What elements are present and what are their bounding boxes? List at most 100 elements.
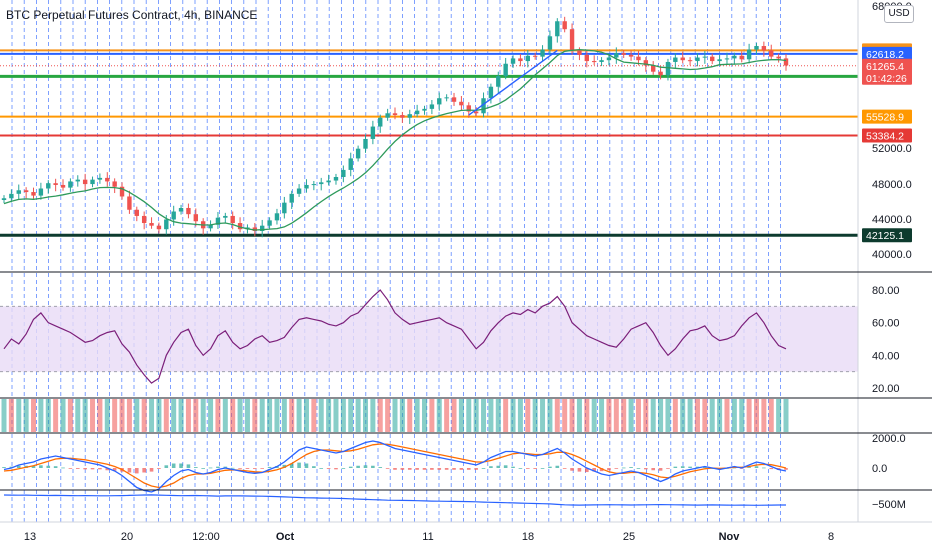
candle[interactable] (783, 58, 789, 66)
candle[interactable] (333, 177, 339, 181)
candle[interactable] (319, 182, 324, 185)
candle[interactable] (532, 55, 538, 57)
candle[interactable] (746, 49, 752, 60)
candle[interactable] (496, 76, 501, 87)
rsi-panel[interactable] (0, 289, 858, 384)
candle[interactable] (112, 181, 117, 187)
candle[interactable] (702, 56, 708, 58)
candle[interactable] (127, 196, 132, 210)
macd-panel[interactable] (2, 440, 788, 493)
currency-button[interactable]: USD (884, 5, 914, 23)
candle[interactable] (90, 179, 95, 185)
candle[interactable] (267, 220, 272, 226)
candle[interactable] (119, 186, 125, 197)
candle[interactable] (311, 184, 317, 186)
candle[interactable] (208, 224, 213, 229)
histogram-panel[interactable] (1, 399, 789, 432)
candle[interactable] (695, 57, 700, 62)
candle[interactable] (459, 101, 464, 106)
candle[interactable] (555, 21, 560, 37)
candle[interactable] (761, 46, 767, 51)
candle[interactable] (223, 215, 228, 218)
candle[interactable] (739, 55, 744, 60)
candle[interactable] (540, 49, 545, 57)
candle[interactable] (665, 61, 671, 76)
candle[interactable] (407, 114, 412, 118)
candle[interactable] (75, 179, 80, 182)
candle[interactable] (444, 97, 449, 99)
candle[interactable] (473, 111, 479, 114)
candle[interactable] (23, 190, 29, 193)
candle[interactable] (481, 98, 486, 114)
price-axis[interactable]: 40000.044000.048000.052000.068000.063008… (0, 0, 932, 523)
candle[interactable] (769, 50, 774, 57)
candle[interactable] (215, 217, 221, 225)
candle[interactable] (599, 60, 604, 62)
candle[interactable] (68, 181, 73, 188)
candle[interactable] (53, 183, 58, 185)
candle[interactable] (31, 192, 36, 196)
candle[interactable] (651, 65, 656, 72)
candle[interactable] (348, 158, 353, 170)
candle[interactable] (105, 177, 110, 182)
candle[interactable] (525, 55, 530, 62)
candle[interactable] (97, 177, 103, 180)
candle[interactable] (510, 58, 516, 64)
candle[interactable] (606, 57, 612, 61)
candle[interactable] (9, 193, 14, 199)
candle[interactable] (466, 105, 471, 112)
candle[interactable] (658, 71, 663, 76)
candle[interactable] (577, 50, 582, 55)
candle[interactable] (274, 213, 280, 221)
candle[interactable] (591, 61, 597, 63)
candle[interactable] (378, 117, 383, 127)
candle[interactable] (296, 188, 302, 194)
date-axis[interactable]: 13 20 12:00 Oct 11 18 25 Nov 8 (24, 531, 834, 543)
candle[interactable] (503, 63, 508, 77)
candle[interactable] (569, 29, 575, 51)
trend-line[interactable] (468, 49, 558, 116)
candle[interactable] (171, 211, 176, 220)
candle[interactable] (754, 46, 759, 50)
candle[interactable] (518, 58, 523, 62)
volume-panel[interactable] (3, 494, 786, 506)
candle[interactable] (392, 113, 398, 116)
candle[interactable] (547, 36, 553, 50)
candle[interactable] (46, 183, 51, 189)
candle[interactable] (1, 198, 7, 201)
candle[interactable] (149, 223, 154, 226)
candle[interactable] (370, 126, 376, 139)
candle[interactable] (488, 86, 494, 99)
candle[interactable] (414, 110, 420, 115)
candle[interactable] (717, 59, 722, 62)
candle[interactable] (621, 53, 626, 55)
candle[interactable] (82, 179, 88, 185)
candle[interactable] (732, 55, 737, 59)
candle[interactable] (385, 113, 390, 118)
candle[interactable] (636, 56, 641, 61)
candle[interactable] (178, 207, 184, 212)
candle[interactable] (776, 56, 781, 59)
candle[interactable] (584, 54, 590, 62)
candle[interactable] (341, 169, 346, 178)
candle[interactable] (289, 193, 294, 203)
candle[interactable] (643, 60, 649, 66)
candle[interactable] (164, 219, 169, 230)
candle[interactable] (237, 223, 243, 230)
candle[interactable] (562, 21, 567, 30)
candle[interactable] (156, 225, 162, 230)
candle[interactable] (230, 215, 235, 224)
candle[interactable] (429, 104, 435, 109)
candle[interactable] (437, 98, 442, 105)
candle[interactable] (628, 54, 634, 57)
candle[interactable] (141, 215, 147, 224)
candle[interactable] (193, 214, 199, 222)
candle[interactable] (252, 227, 258, 231)
candle[interactable] (687, 60, 693, 62)
candle[interactable] (326, 180, 331, 183)
candle[interactable] (422, 108, 427, 111)
candle[interactable] (282, 202, 287, 214)
candle[interactable] (134, 209, 139, 216)
candle[interactable] (363, 138, 368, 149)
